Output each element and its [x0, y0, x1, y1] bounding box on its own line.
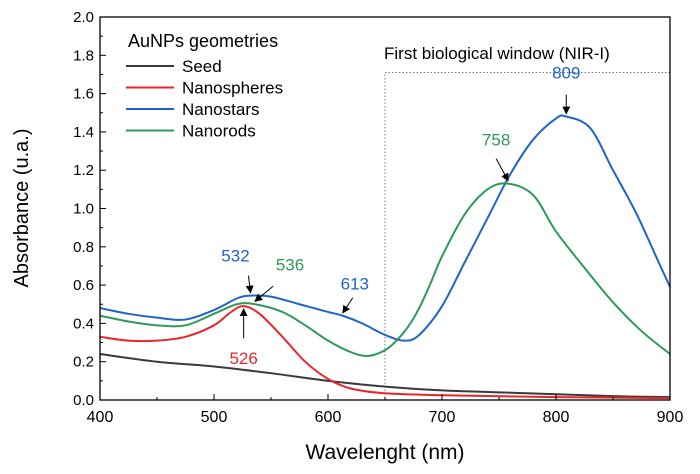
legend-label-nanostars: Nanostars	[182, 100, 259, 119]
legend-title: AuNPs geometries	[128, 31, 278, 51]
peak-annotations: 532 536 613 526 758 809	[221, 64, 580, 369]
y-tick-label: 0.0	[73, 392, 94, 409]
legend-label-nanospheres: Nanospheres	[182, 79, 283, 98]
annotation-label-536: 536	[276, 255, 304, 274]
y-tick-label: 2.0	[73, 9, 94, 26]
legend-label-nanorods: Nanorods	[182, 122, 256, 141]
y-tick-label: 0.4	[73, 315, 94, 332]
x-tick-label: 900	[657, 409, 684, 426]
nir-window-box	[384, 72, 671, 401]
x-tick-label: 500	[201, 409, 228, 426]
y-tick-label: 0.2	[73, 354, 94, 371]
region-label: First biological window (NIR-I)	[384, 44, 610, 63]
x-tick-label: 800	[543, 409, 570, 426]
y-tick-label: 0.8	[73, 239, 94, 256]
x-tick-label: 400	[87, 409, 114, 426]
axes: 400 500 600 700 800 900 0.0 0.2 0.4 0.6 0.8 1.0 1.2 1…	[73, 9, 683, 426]
y-tick-label: 1.2	[73, 162, 94, 179]
annotation-arrow	[495, 158, 509, 182]
series-line-nanorods	[99, 182, 671, 357]
annotation-label-526: 526	[229, 349, 257, 368]
annotation-label-613: 613	[341, 275, 369, 294]
annotation-arrow	[245, 275, 254, 294]
annotation-arrow	[342, 297, 354, 314]
y-tick-label: 1.4	[73, 124, 94, 141]
series-line-seed	[99, 353, 671, 399]
nir-window-region	[384, 72, 671, 401]
x-tick-label: 600	[315, 409, 342, 426]
annotation-label-532: 532	[221, 247, 249, 266]
y-tick-label: 1.8	[73, 47, 94, 64]
series-line-nanostars	[99, 114, 671, 342]
legend: AuNPs geometries Seed Nanospheres Nanostar…	[126, 31, 283, 141]
y-tick-label: 1.6	[73, 86, 94, 103]
x-tick-label: 700	[429, 409, 456, 426]
y-tick-label: 0.6	[73, 277, 94, 294]
y-tick-label: 1.0	[73, 201, 94, 218]
annotation-label-809: 809	[552, 64, 580, 83]
x-axis-label: Wavelenght (nm)	[305, 441, 464, 464]
annotation-arrow	[254, 285, 274, 302]
annotation-label-758: 758	[482, 131, 510, 150]
y-axis-label: Absorbance (u.a.)	[11, 129, 33, 288]
legend-label-seed: Seed	[182, 57, 222, 76]
